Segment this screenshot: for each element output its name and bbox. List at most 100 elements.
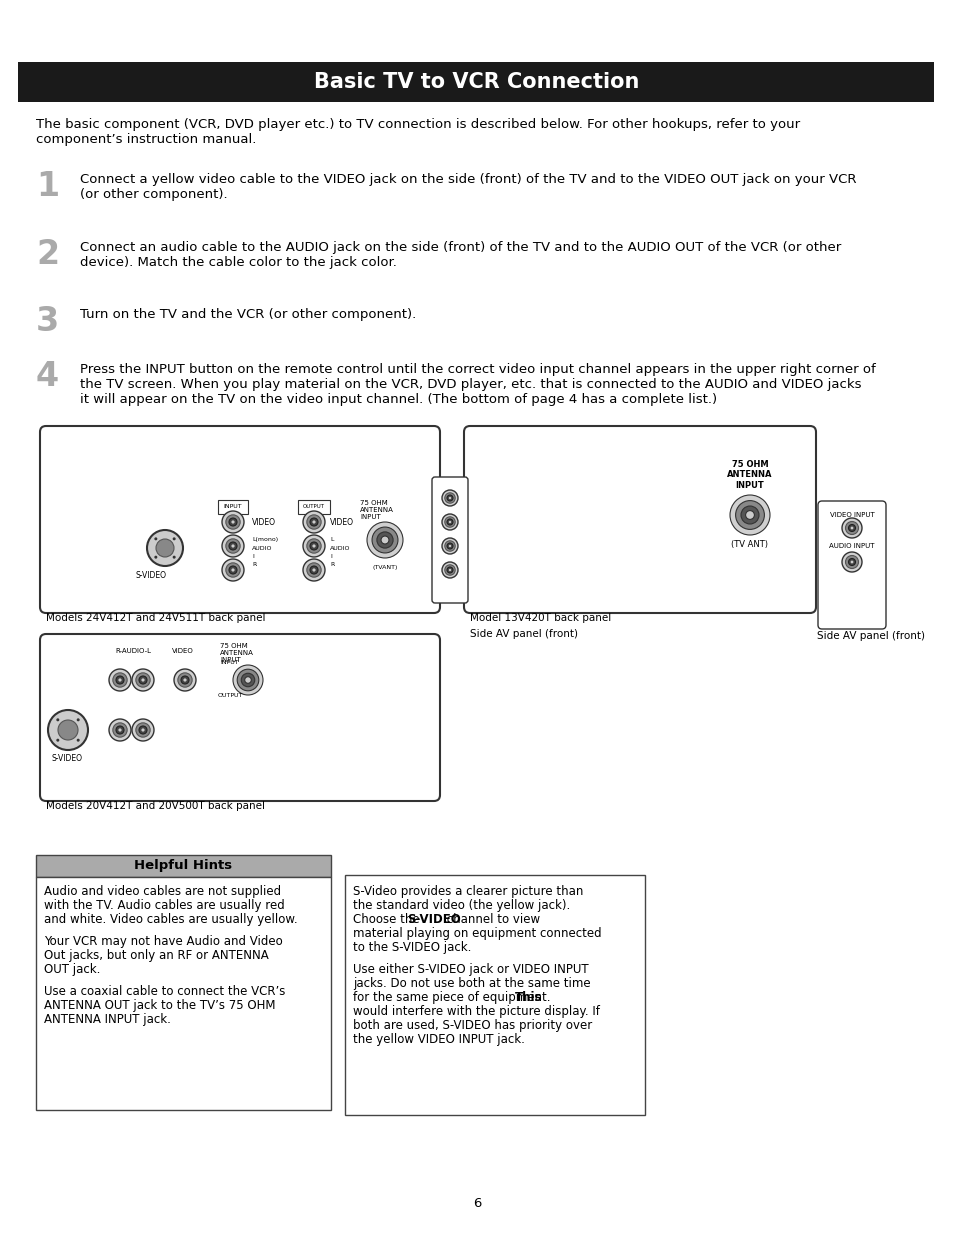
Circle shape xyxy=(448,496,451,499)
Circle shape xyxy=(444,516,455,527)
Bar xyxy=(18,62,933,103)
Circle shape xyxy=(132,669,153,692)
Text: VIDEO: VIDEO xyxy=(172,648,193,655)
Text: (TVANT): (TVANT) xyxy=(372,564,397,571)
Text: R-AUDIO-L: R-AUDIO-L xyxy=(115,648,151,655)
Text: jacks. Do not use both at the same time: jacks. Do not use both at the same time xyxy=(353,977,590,990)
Text: VIDEO: VIDEO xyxy=(252,517,275,527)
Circle shape xyxy=(312,545,315,547)
Circle shape xyxy=(76,739,80,742)
Text: the yellow VIDEO INPUT jack.: the yellow VIDEO INPUT jack. xyxy=(353,1032,524,1046)
Circle shape xyxy=(173,669,195,692)
Circle shape xyxy=(118,678,121,682)
Circle shape xyxy=(850,561,853,563)
Circle shape xyxy=(447,567,453,573)
Text: Connect an audio cable to the AUDIO jack on the side (front) of the TV and to th: Connect an audio cable to the AUDIO jack… xyxy=(80,241,841,269)
Circle shape xyxy=(56,739,59,742)
Circle shape xyxy=(447,495,453,501)
Circle shape xyxy=(181,676,189,684)
Text: INPUT: INPUT xyxy=(223,505,242,510)
Circle shape xyxy=(310,517,317,526)
Text: 6: 6 xyxy=(473,1197,480,1210)
Text: Side AV panel (front): Side AV panel (front) xyxy=(470,629,578,638)
Text: and white. Video cables are usually yellow.: and white. Video cables are usually yell… xyxy=(44,913,297,926)
Text: Connect a yellow video cable to the VIDEO jack on the side (front) of the TV and: Connect a yellow video cable to the VIDE… xyxy=(80,173,856,201)
Text: Choose the: Choose the xyxy=(353,913,423,926)
Text: Audio and video cables are not supplied: Audio and video cables are not supplied xyxy=(44,885,281,898)
Circle shape xyxy=(76,719,80,721)
Text: OUTPUT: OUTPUT xyxy=(303,505,325,510)
Circle shape xyxy=(735,500,763,530)
Text: Press the INPUT button on the remote control until the correct video input chann: Press the INPUT button on the remote con… xyxy=(80,363,875,406)
Text: Model 13V420T back panel: Model 13V420T back panel xyxy=(470,613,611,622)
Circle shape xyxy=(229,517,236,526)
Circle shape xyxy=(444,493,455,503)
Circle shape xyxy=(841,552,862,572)
Text: Helpful Hints: Helpful Hints xyxy=(134,860,233,872)
Circle shape xyxy=(241,673,254,687)
Circle shape xyxy=(307,563,321,577)
Text: with the TV. Audio cables are usually red: with the TV. Audio cables are usually re… xyxy=(44,899,284,911)
Circle shape xyxy=(448,545,451,547)
Circle shape xyxy=(447,543,453,550)
Circle shape xyxy=(303,535,325,557)
FancyBboxPatch shape xyxy=(817,501,885,629)
Text: S-Video provides a clearer picture than: S-Video provides a clearer picture than xyxy=(353,885,583,898)
Circle shape xyxy=(310,566,317,574)
Circle shape xyxy=(172,537,175,541)
Text: 75 OHM
ANTENNA
INPUT: 75 OHM ANTENNA INPUT xyxy=(359,500,394,520)
Circle shape xyxy=(147,530,183,566)
Circle shape xyxy=(847,558,855,566)
Text: S-VIDEO: S-VIDEO xyxy=(136,571,167,580)
FancyBboxPatch shape xyxy=(463,426,815,613)
Bar xyxy=(345,876,644,1115)
Circle shape xyxy=(118,729,121,731)
Text: R: R xyxy=(330,562,334,567)
Circle shape xyxy=(745,510,754,520)
Text: 2: 2 xyxy=(36,238,59,270)
Circle shape xyxy=(177,673,192,687)
Circle shape xyxy=(448,521,451,524)
Text: the standard video (the yellow jack).: the standard video (the yellow jack). xyxy=(353,899,570,911)
Text: channel to view: channel to view xyxy=(442,913,539,926)
Text: I: I xyxy=(330,555,332,559)
Circle shape xyxy=(229,566,236,574)
Circle shape xyxy=(222,535,244,557)
Circle shape xyxy=(232,545,234,547)
Text: AUDIO INPUT: AUDIO INPUT xyxy=(828,543,874,550)
Circle shape xyxy=(229,542,236,550)
Circle shape xyxy=(116,726,124,734)
Circle shape xyxy=(441,562,457,578)
Text: Side AV panel (front): Side AV panel (front) xyxy=(816,631,924,641)
Circle shape xyxy=(441,514,457,530)
Text: 4: 4 xyxy=(36,359,59,393)
Text: I: I xyxy=(252,555,253,559)
Circle shape xyxy=(56,719,59,721)
FancyBboxPatch shape xyxy=(432,477,468,603)
Circle shape xyxy=(132,719,153,741)
Text: Your VCR may not have Audio and Video: Your VCR may not have Audio and Video xyxy=(44,935,282,948)
Bar xyxy=(297,500,330,514)
Circle shape xyxy=(380,536,389,543)
Circle shape xyxy=(740,506,759,524)
Circle shape xyxy=(307,538,321,553)
Circle shape xyxy=(58,720,78,740)
Circle shape xyxy=(226,563,240,577)
Circle shape xyxy=(312,568,315,572)
Circle shape xyxy=(847,525,855,531)
Circle shape xyxy=(135,673,150,687)
Circle shape xyxy=(141,729,145,731)
Circle shape xyxy=(444,541,455,551)
Text: 1: 1 xyxy=(36,170,59,203)
Circle shape xyxy=(441,490,457,506)
Circle shape xyxy=(844,556,858,568)
FancyBboxPatch shape xyxy=(40,634,439,802)
Text: Models 24V412T and 24V511T back panel: Models 24V412T and 24V511T back panel xyxy=(46,613,265,622)
Text: Out jacks, but only an RF or ANTENNA: Out jacks, but only an RF or ANTENNA xyxy=(44,948,269,962)
Circle shape xyxy=(154,556,157,558)
Circle shape xyxy=(156,538,173,557)
Text: AUDIO: AUDIO xyxy=(252,546,273,551)
Text: S-VIDEO: S-VIDEO xyxy=(407,913,460,926)
Bar xyxy=(36,877,331,1110)
Circle shape xyxy=(222,511,244,534)
